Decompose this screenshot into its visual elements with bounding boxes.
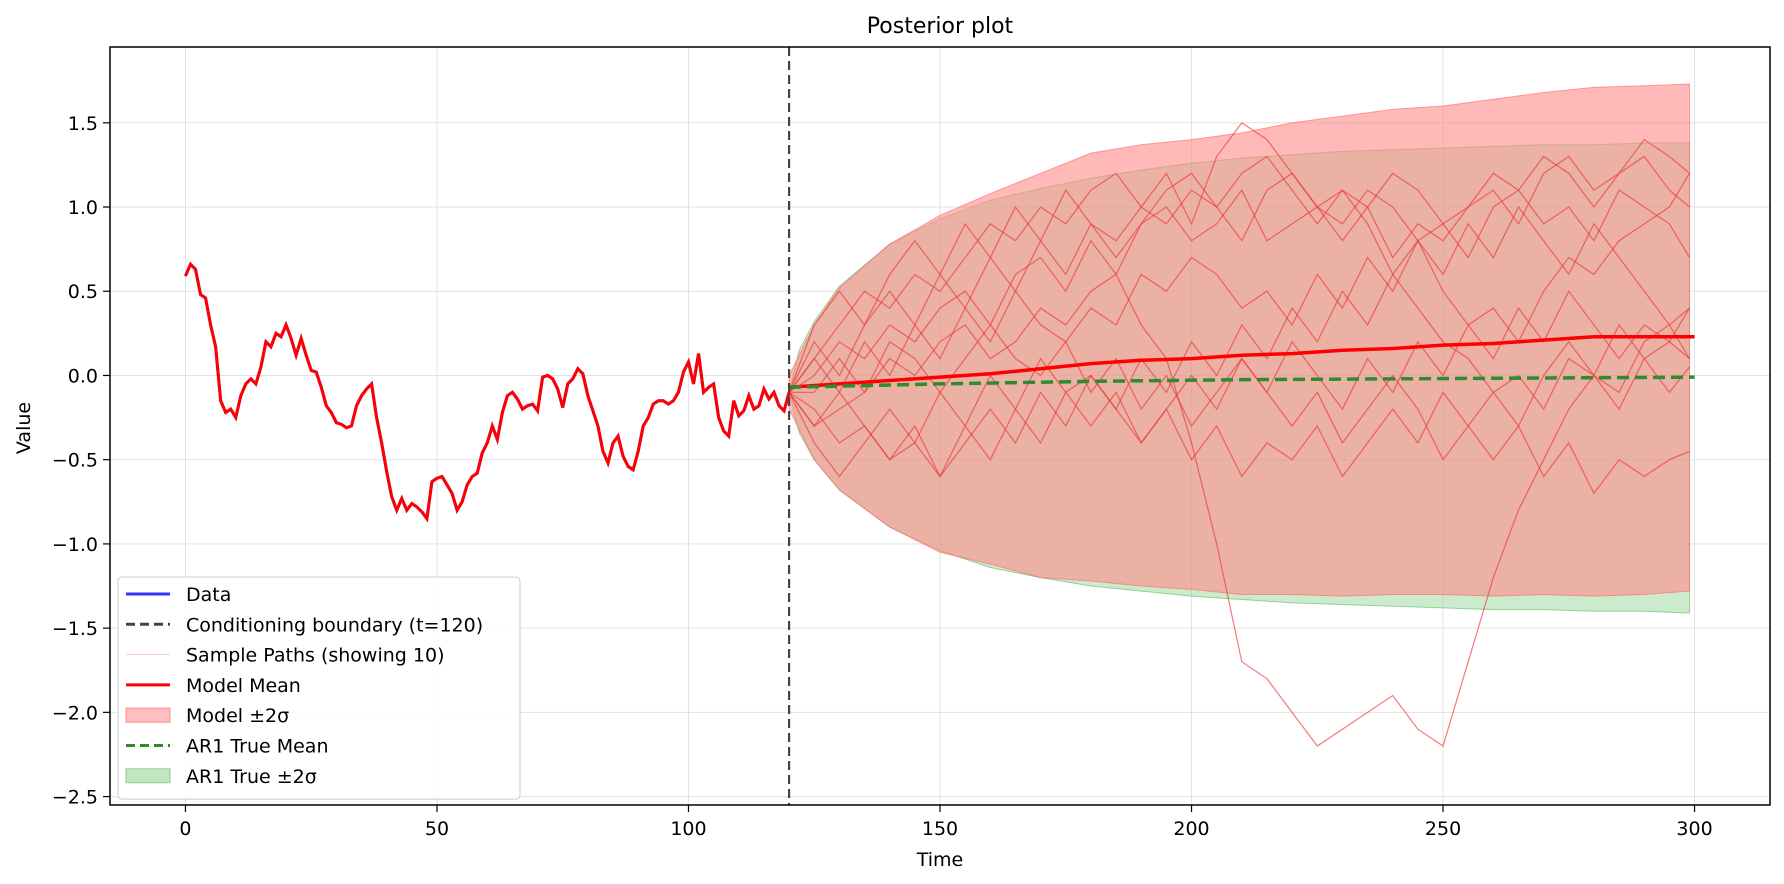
legend-label: Sample Paths (showing 10) (186, 645, 445, 667)
x-tick-label: 100 (670, 818, 706, 840)
legend-label: Model ±2σ (186, 705, 289, 727)
y-tick-label: 0.5 (68, 281, 98, 303)
y-tick-label: −2.0 (52, 702, 98, 724)
y-tick-label: −1.5 (52, 618, 98, 640)
chart-title: Posterior plot (867, 14, 1014, 39)
legend-label: Data (186, 584, 231, 606)
x-axis-ticks: 0 50 100 150 200 250 300 (179, 805, 1713, 840)
legend-label: AR1 True Mean (186, 736, 329, 758)
legend-box (117, 576, 521, 800)
legend-handle (125, 707, 171, 723)
y-axis-label: Value (13, 402, 35, 454)
sample-path (788, 323, 1690, 478)
sample-paths (788, 121, 1691, 747)
model-mean-line (788, 334, 1695, 390)
x-tick-label: 0 (179, 818, 191, 840)
legend-label: AR1 True ±2σ (186, 766, 317, 788)
y-tick-label: −1.0 (52, 534, 98, 556)
sample-path (788, 273, 1691, 747)
y-tick-label: 1.5 (68, 113, 98, 135)
legend-handle (125, 768, 171, 784)
x-axis-label: Time (916, 849, 964, 871)
x-tick-label: 150 (922, 818, 958, 840)
lines (184, 47, 1695, 805)
sample-path (788, 173, 1691, 393)
x-tick-label: 250 (1425, 818, 1461, 840)
sample-path (788, 121, 1690, 393)
sample-path (788, 205, 1691, 394)
y-tick-label: 1.0 (68, 197, 98, 219)
legend-label: Model Mean (186, 675, 301, 697)
x-tick-label: 50 (425, 818, 449, 840)
data-line (184, 261, 791, 523)
x-tick-label: 300 (1676, 818, 1712, 840)
y-axis-ticks: −2.5 −2.0 −1.5 −1.0 −0.5 0.0 0.5 1.0 1.5 (52, 113, 110, 809)
data-fit-line (184, 261, 791, 523)
sample-path (788, 155, 1690, 393)
y-tick-label: −2.5 (52, 787, 98, 809)
ar1-mean-line (789, 375, 1695, 390)
y-tick-label: −0.5 (52, 450, 98, 472)
y-tick-label: 0.0 (68, 365, 98, 387)
legend-label: Conditioning boundary (t=120) (186, 614, 483, 636)
legend: Data Conditioning boundary (t=120) Sample … (117, 576, 521, 800)
x-tick-label: 200 (1173, 818, 1209, 840)
